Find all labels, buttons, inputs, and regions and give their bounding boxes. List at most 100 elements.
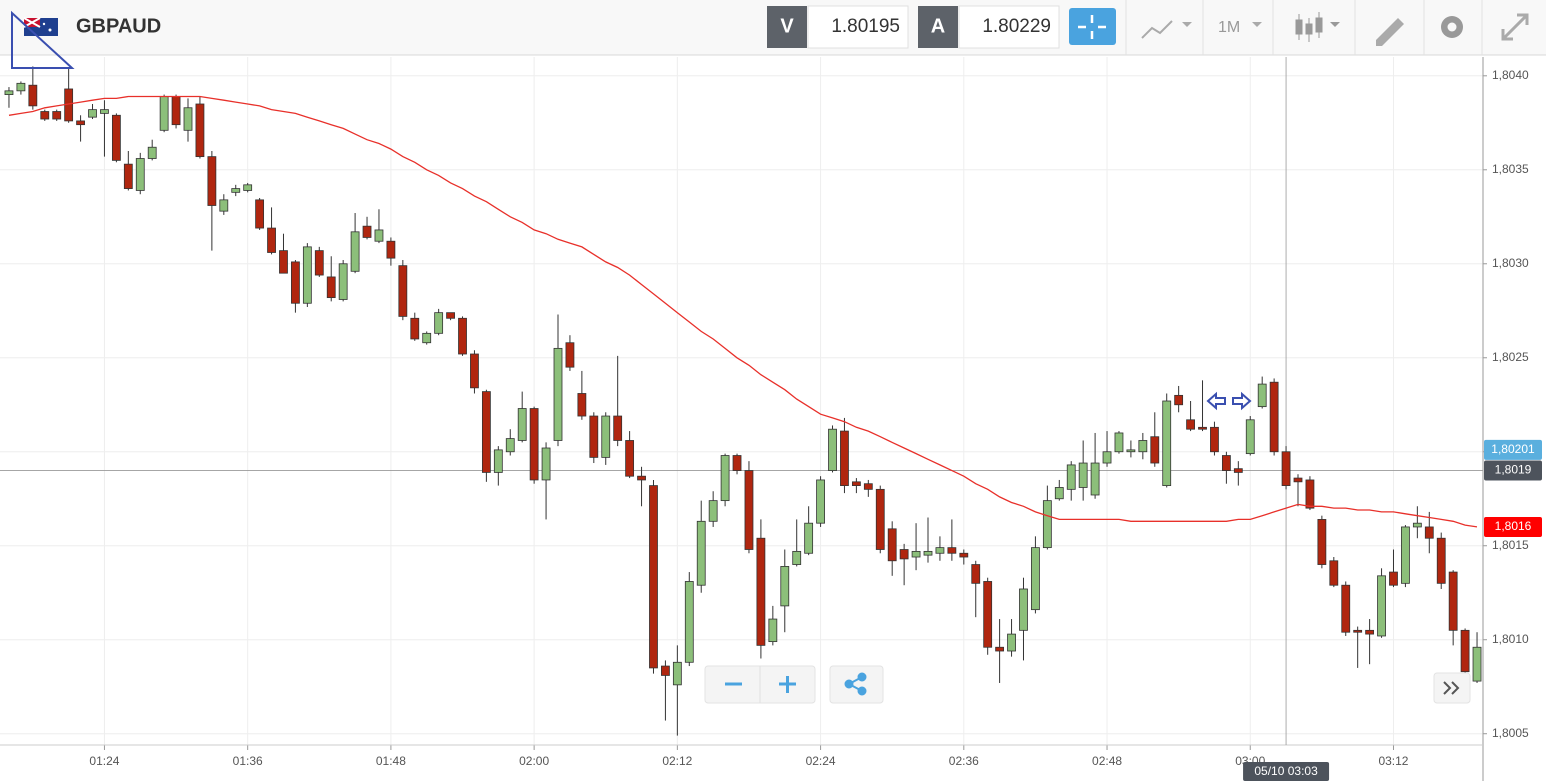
- candle-body: [720, 455, 730, 502]
- y-tick-label: 1,8030: [1492, 256, 1529, 270]
- candle-body: [1210, 426, 1219, 453]
- candle-body: [1150, 436, 1160, 464]
- candle-body: [279, 250, 288, 274]
- x-tick-label: 02:12: [662, 754, 692, 768]
- candle-body: [4, 90, 14, 95]
- candle-body: [446, 312, 455, 319]
- timeframe[interactable]: 1M: [1218, 19, 1240, 36]
- candle-body: [1245, 419, 1255, 455]
- price-tag: [1484, 439, 1542, 460]
- candle-body: [1293, 477, 1303, 483]
- candle-body: [899, 549, 909, 560]
- candle-body: [1066, 464, 1076, 490]
- candle-body: [1233, 468, 1243, 473]
- candle-body: [1007, 633, 1016, 652]
- candle-body: [863, 483, 873, 490]
- candle-body: [362, 225, 372, 238]
- candle-body: [1019, 588, 1028, 631]
- candle-body: [840, 430, 849, 486]
- drawn-arrow[interactable]: [1206, 391, 1252, 411]
- timeframe-caret: [1252, 22, 1262, 27]
- candle-body: [1174, 394, 1184, 406]
- candle-body: [1078, 462, 1088, 488]
- drawn-triangle[interactable]: [11, 10, 75, 69]
- candle-body: [1090, 462, 1100, 496]
- candle-body: [219, 199, 229, 212]
- y-tick-label: 1,8035: [1492, 162, 1529, 176]
- candle-body: [481, 391, 491, 473]
- x-tick-label: 01:24: [89, 754, 119, 768]
- share-button[interactable]: [829, 665, 884, 704]
- candle-body: [135, 158, 145, 191]
- candle-body: [1162, 400, 1172, 486]
- candle-body: [923, 550, 933, 556]
- candle-body: [386, 240, 396, 259]
- candle-body: [183, 107, 193, 131]
- candle-body: [40, 111, 50, 120]
- settings-button[interactable]: [1441, 16, 1463, 38]
- candle-body: [1389, 571, 1398, 586]
- x-tick-label: 03:12: [1378, 754, 1408, 768]
- candle-body: [100, 109, 109, 114]
- candle-body: [338, 263, 348, 300]
- candle-body: [302, 246, 312, 304]
- candle-body: [613, 415, 623, 441]
- drawing-tool-button[interactable]: [1376, 18, 1404, 46]
- candle-body: [828, 428, 837, 471]
- share-icon: [844, 672, 867, 696]
- bid-price: 1.80195: [831, 16, 900, 37]
- candle-body: [267, 227, 276, 253]
- x-tick-label: 02:36: [949, 754, 979, 768]
- candle-body: [589, 415, 599, 458]
- candle-body: [911, 550, 921, 558]
- candle-body: [959, 552, 969, 558]
- candle-body: [1436, 537, 1446, 584]
- scroll-end-button[interactable]: [1433, 672, 1471, 704]
- candle-body: [398, 265, 408, 317]
- fullscreen-button[interactable]: [1501, 13, 1529, 41]
- toolbar: GBPAUD V 1.80195 A 1.80229 1M: [0, 0, 1546, 56]
- candle-body: [255, 199, 265, 229]
- y-tick-label: 1,8005: [1492, 726, 1529, 740]
- candle-body: [1221, 455, 1231, 471]
- candle-body: [1257, 383, 1267, 408]
- candle-body: [1114, 432, 1124, 453]
- candle-body: [1269, 381, 1279, 453]
- ask-button[interactable]: [918, 6, 958, 48]
- candle-body: [995, 646, 1005, 652]
- candle-body: [1365, 629, 1375, 635]
- candle-body: [1138, 440, 1148, 453]
- candle-body: [851, 481, 861, 486]
- candle-body: [171, 96, 181, 126]
- bid-label: V: [780, 15, 794, 37]
- zoom-in[interactable]: [779, 676, 796, 693]
- candle-body: [1126, 449, 1136, 453]
- price-tag: [1484, 460, 1542, 481]
- candle-body: [1329, 560, 1339, 586]
- candle-body: [1054, 487, 1064, 500]
- candle-body: [374, 229, 384, 242]
- price-tag: [1484, 516, 1542, 537]
- candle-body: [1448, 571, 1458, 631]
- candle-body: [804, 522, 814, 554]
- plot-area: 1,80051,80101,80151,80201,80251,80301,80…: [0, 57, 1542, 781]
- crosshair-time-box: [1243, 762, 1330, 781]
- candle-body: [875, 488, 885, 550]
- x-tick-label: 02:24: [806, 754, 836, 768]
- price-tag-label: 1,8016: [1495, 519, 1532, 533]
- crosshair-time-label: 05/10 03:03: [1254, 764, 1318, 778]
- symbol: GBPAUD: [76, 15, 161, 37]
- chart-type-button[interactable]: [1141, 20, 1192, 39]
- candle-body: [1341, 584, 1351, 633]
- candle-body: [780, 566, 790, 607]
- candle-body: [708, 500, 718, 522]
- candle-body: [76, 120, 85, 126]
- candle-style-button[interactable]: [1295, 12, 1340, 42]
- candle-body: [195, 103, 205, 158]
- crosshair-button[interactable]: [1069, 8, 1116, 45]
- bid-button[interactable]: [767, 6, 807, 48]
- candle-body: [1281, 451, 1291, 486]
- x-tick-label: 02:00: [519, 754, 549, 768]
- candle-body: [123, 163, 133, 189]
